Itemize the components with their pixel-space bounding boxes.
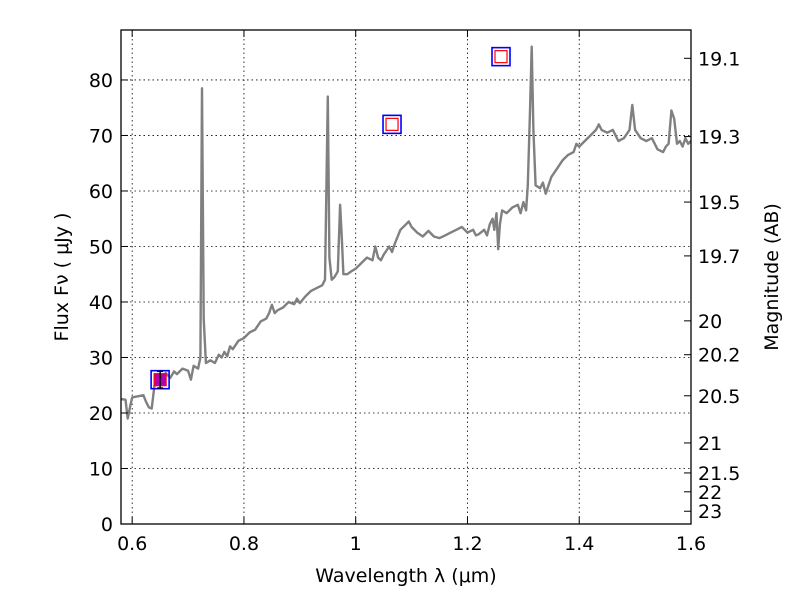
y-tick-label: 40	[89, 292, 113, 314]
photometry-marker	[150, 369, 170, 390]
y2-tick-label: 23	[698, 501, 722, 523]
y2-axis-title: Magnitude (AB)	[761, 203, 783, 351]
series-layer	[120, 45, 692, 420]
y-tick-label: 50	[89, 236, 113, 258]
y2-tick-label: 19.1	[698, 48, 740, 70]
marker-outer-square	[382, 114, 402, 135]
y-tick-label: 30	[89, 347, 113, 369]
x-axis-title: Wavelength λ (μm)	[315, 565, 496, 587]
y2-tick-label: 22	[698, 482, 722, 504]
marker-inner-square	[494, 50, 508, 64]
spectrum-line	[120, 45, 692, 420]
photometry-marker	[491, 46, 511, 67]
x-tick-label: 1.4	[564, 533, 594, 555]
plot-frame	[120, 29, 692, 525]
y2-tick-label: 20.2	[698, 345, 740, 367]
marker-layer	[150, 46, 511, 390]
y2-tick-label: 19.3	[698, 127, 740, 149]
photometry-marker	[382, 114, 402, 135]
x-tick-label: 1.6	[676, 533, 706, 555]
y2-tick-label: 20.5	[698, 386, 740, 408]
y-tick-label: 60	[89, 181, 113, 203]
y-tick-label: 20	[89, 403, 113, 425]
y2-tick-label: 20	[698, 311, 722, 333]
y2-tick-label: 19.7	[698, 246, 740, 268]
y-tick-label: 80	[89, 70, 113, 92]
y-tick-label: 70	[89, 125, 113, 147]
x-tick-label: 1	[350, 533, 362, 555]
x-axis: 0.6 0.8 1 1.2 1.4 1.6	[117, 30, 706, 555]
y-axis-title: Flux Fν ( μJy )	[51, 213, 73, 342]
x-tick-label: 0.6	[117, 533, 147, 555]
x-tick-label: 1.2	[452, 533, 482, 555]
y2-tick-label: 21.5	[698, 463, 740, 485]
y-tick-label: 10	[89, 458, 113, 480]
y-tick-label: 0	[101, 514, 113, 536]
y-axis: 0 10 20 30 40 50 60 70 80	[89, 70, 128, 536]
marker-inner-square	[385, 117, 399, 131]
x-tick-label: 0.8	[229, 533, 259, 555]
y2-tick-label: 19.5	[698, 192, 740, 214]
grid-lines	[121, 30, 691, 524]
marker-outer-square	[491, 46, 511, 67]
y2-tick-label: 21	[698, 433, 722, 455]
